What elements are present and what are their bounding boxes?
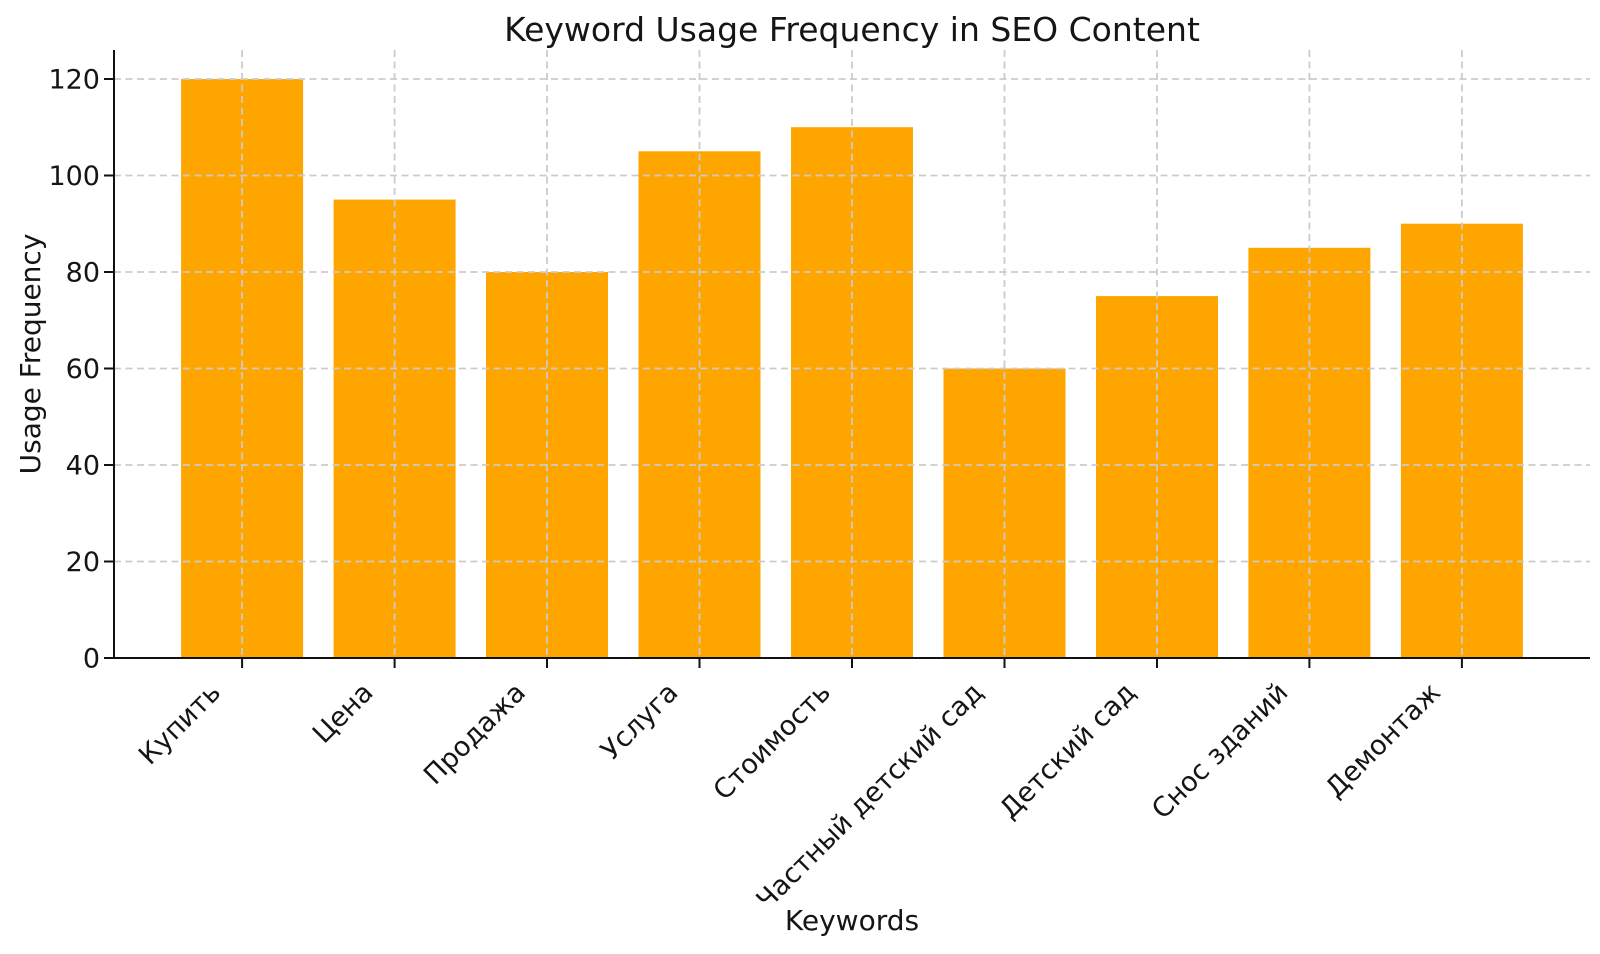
x-tick-label: Детский сад [994,677,1142,825]
y-tick-label: 20 [66,547,100,578]
x-tick-label: Демонтаж [1320,677,1447,804]
bar [791,127,913,658]
y-tick-label: 80 [66,257,100,288]
chart-title: Keyword Usage Frequency in SEO Content [504,10,1200,49]
x-tick-label: Услуга [595,677,684,766]
axes-layer [104,50,1590,668]
x-tick-label: Продажа [418,677,532,791]
y-tick-label: 60 [66,354,100,385]
y-tick-label: 100 [48,161,100,192]
x-tick-label: Стоимость [708,677,837,806]
grid-layer [114,50,1590,658]
x-tick-label: Снос зданий [1146,677,1294,825]
x-axis-label: Keywords [785,904,919,937]
y-tick-label: 120 [48,64,100,95]
y-tick-label: 40 [66,450,100,481]
x-tick-label: Цена [307,677,380,750]
y-axis-label: Usage Frequency [14,234,47,475]
y-tick-label: 0 [83,643,100,674]
x-tick-label: Купить [133,677,227,771]
bar [333,199,456,658]
